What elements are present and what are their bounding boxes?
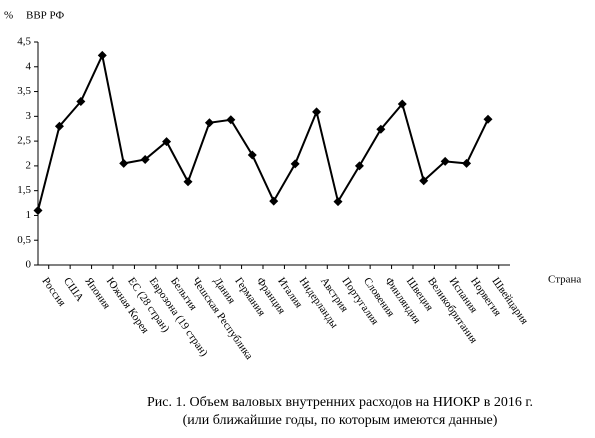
y-tick-label: 1,5 bbox=[17, 184, 31, 196]
y-tick-label: 1 bbox=[26, 209, 32, 221]
data-marker bbox=[247, 150, 257, 160]
data-marker bbox=[162, 137, 172, 147]
y-tick-label: 2 bbox=[26, 159, 32, 171]
y-axis-label: ВВР РФ bbox=[26, 10, 64, 22]
data-marker bbox=[419, 176, 429, 186]
data-marker bbox=[54, 121, 64, 131]
data-marker bbox=[269, 196, 279, 206]
caption: (или ближайшие годы, по которым имеются … bbox=[183, 413, 498, 428]
data-marker bbox=[97, 50, 107, 60]
data-marker bbox=[333, 197, 343, 207]
data-marker bbox=[226, 115, 236, 125]
y-tick-label: 3 bbox=[26, 110, 32, 122]
data-marker bbox=[76, 96, 86, 106]
y-tick-label: 4 bbox=[26, 60, 32, 72]
y-tick-label: 0 bbox=[26, 259, 32, 271]
data-marker bbox=[140, 154, 150, 164]
data-marker bbox=[183, 177, 193, 187]
data-marker bbox=[397, 99, 407, 109]
x-axis-label: Страна bbox=[548, 274, 581, 286]
data-marker bbox=[462, 158, 472, 168]
y-tick-label: 0,5 bbox=[17, 234, 31, 246]
y-tick-label: 4,5 bbox=[17, 36, 31, 48]
data-marker bbox=[204, 118, 214, 128]
caption: Рис. 1. Объем валовых внутренних расходо… bbox=[147, 395, 533, 410]
data-marker bbox=[354, 161, 364, 171]
y-tick-label: 3,5 bbox=[17, 85, 31, 97]
data-marker bbox=[290, 159, 300, 169]
data-marker bbox=[312, 107, 322, 117]
data-line bbox=[37, 52, 489, 211]
data-marker bbox=[119, 158, 129, 168]
data-marker bbox=[483, 114, 493, 124]
data-marker bbox=[376, 124, 386, 134]
y-unit: % bbox=[4, 10, 13, 22]
y-tick-label: 2,5 bbox=[17, 135, 31, 147]
data-marker bbox=[33, 205, 43, 215]
data-marker bbox=[440, 156, 450, 166]
